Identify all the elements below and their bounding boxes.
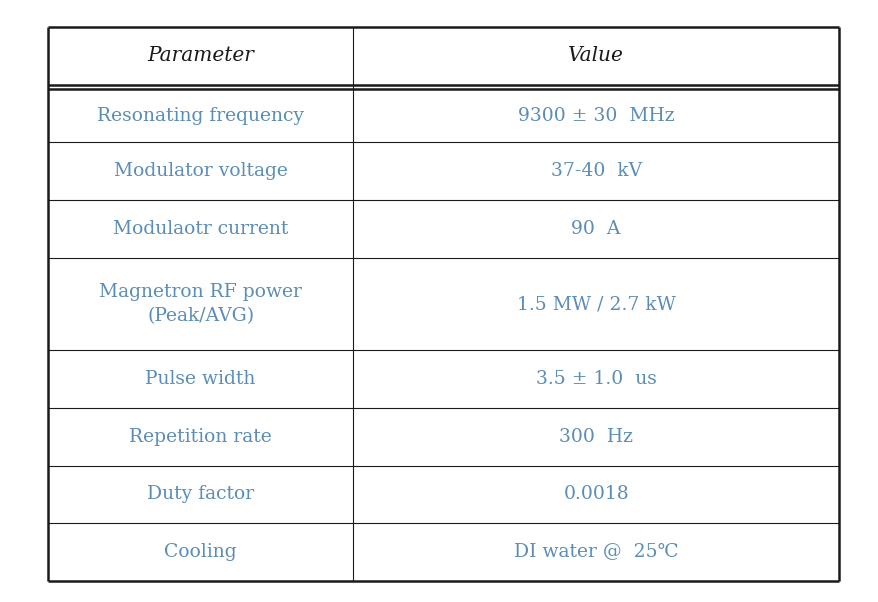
Text: 37-40  kV: 37-40 kV <box>550 163 641 181</box>
Text: 300  Hz: 300 Hz <box>558 427 632 445</box>
Text: 90  A: 90 A <box>571 220 620 238</box>
Text: Cooling: Cooling <box>164 543 237 561</box>
Text: Duty factor: Duty factor <box>147 485 254 503</box>
Text: Modulator voltage: Modulator voltage <box>113 163 287 181</box>
Text: Modulaotr current: Modulaotr current <box>112 220 288 238</box>
Text: Magnetron RF power
(Peak/AVG): Magnetron RF power (Peak/AVG) <box>99 283 302 325</box>
Text: 3.5 ± 1.0  us: 3.5 ± 1.0 us <box>535 370 656 388</box>
Text: Value: Value <box>567 46 623 66</box>
Text: Parameter: Parameter <box>147 46 254 66</box>
Text: 1.5 MW / 2.7 kW: 1.5 MW / 2.7 kW <box>516 295 675 313</box>
Text: Resonating frequency: Resonating frequency <box>97 107 304 125</box>
Text: Repetition rate: Repetition rate <box>129 427 271 445</box>
Text: 0.0018: 0.0018 <box>563 485 629 503</box>
Text: Pulse width: Pulse width <box>145 370 255 388</box>
Text: 9300 ± 30  MHz: 9300 ± 30 MHz <box>517 107 673 125</box>
Text: DI water @  25℃: DI water @ 25℃ <box>514 543 678 561</box>
